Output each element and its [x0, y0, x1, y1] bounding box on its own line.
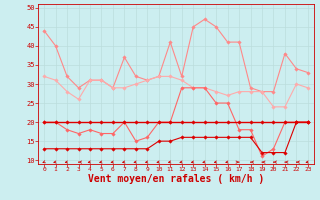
X-axis label: Vent moyen/en rafales ( km/h ): Vent moyen/en rafales ( km/h )	[88, 174, 264, 184]
